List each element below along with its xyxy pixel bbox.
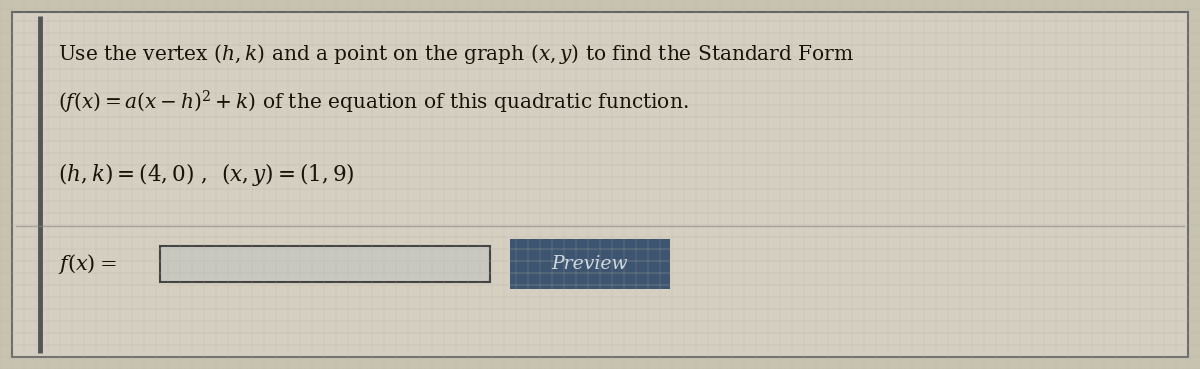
Text: $f(x) =$: $f(x) =$	[58, 252, 116, 276]
Text: $(h, k) = (4, 0)$ ,  $(x, y) = (1, 9)$: $(h, k) = (4, 0)$ , $(x, y) = (1, 9)$	[58, 161, 355, 187]
Bar	[160, 246, 490, 282]
Text: $( f(x) = a(x - h)^2 + k )$ of the equation of this quadratic function.: $( f(x) = a(x - h)^2 + k )$ of the equat…	[58, 89, 689, 115]
Bar	[510, 239, 670, 289]
Text: Preview: Preview	[552, 255, 629, 273]
Text: Use the vertex $(h, k)$ and a point on the graph $(x, y)$ to find the Standard F: Use the vertex $(h, k)$ and a point on t…	[58, 42, 854, 66]
